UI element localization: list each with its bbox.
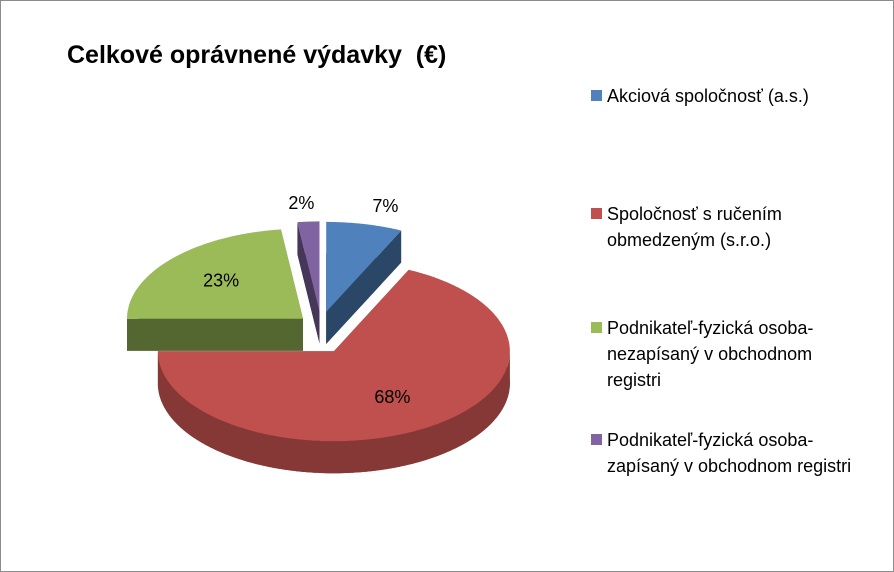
- data-label: 2%: [288, 193, 314, 213]
- legend-label: Podnikateľ-fyzická osoba-zapísaný v obch…: [607, 430, 852, 476]
- slice-side: [326, 230, 402, 344]
- data-label: 7%: [372, 196, 398, 216]
- slice-wall: [157, 351, 510, 474]
- chart-title: Celkové oprávnené výdavky (€): [67, 41, 447, 69]
- legend-item: Akciová spoločnosť (a.s.): [591, 83, 869, 109]
- slice: [157, 269, 510, 442]
- legend-swatch: [591, 208, 602, 219]
- legend-item: Podnikateľ-fyzická osoba-nezapísaný v ob…: [591, 315, 869, 393]
- data-label: 23%: [203, 271, 239, 291]
- legend-swatch: [591, 434, 602, 445]
- legend-label: Akciová spoločnosť (a.s.): [607, 86, 809, 106]
- slice: [127, 229, 303, 319]
- legend-label: Spoločnosť s ručením obmedzeným (s.r.o.): [607, 204, 782, 250]
- slice: [326, 221, 402, 312]
- data-label: 68%: [374, 387, 410, 407]
- legend-swatch: [591, 322, 602, 333]
- slice: [297, 221, 320, 312]
- legend-item: Spoločnosť s ručením obmedzeným (s.r.o.): [591, 201, 869, 253]
- legend-swatch: [591, 90, 602, 101]
- slice-side: [297, 222, 320, 344]
- legend-item: Podnikateľ-fyzická osoba-zapísaný v obch…: [591, 427, 869, 479]
- legend-label: Podnikateľ-fyzická osoba-nezapísaný v ob…: [607, 318, 814, 390]
- slice-side: [127, 318, 303, 351]
